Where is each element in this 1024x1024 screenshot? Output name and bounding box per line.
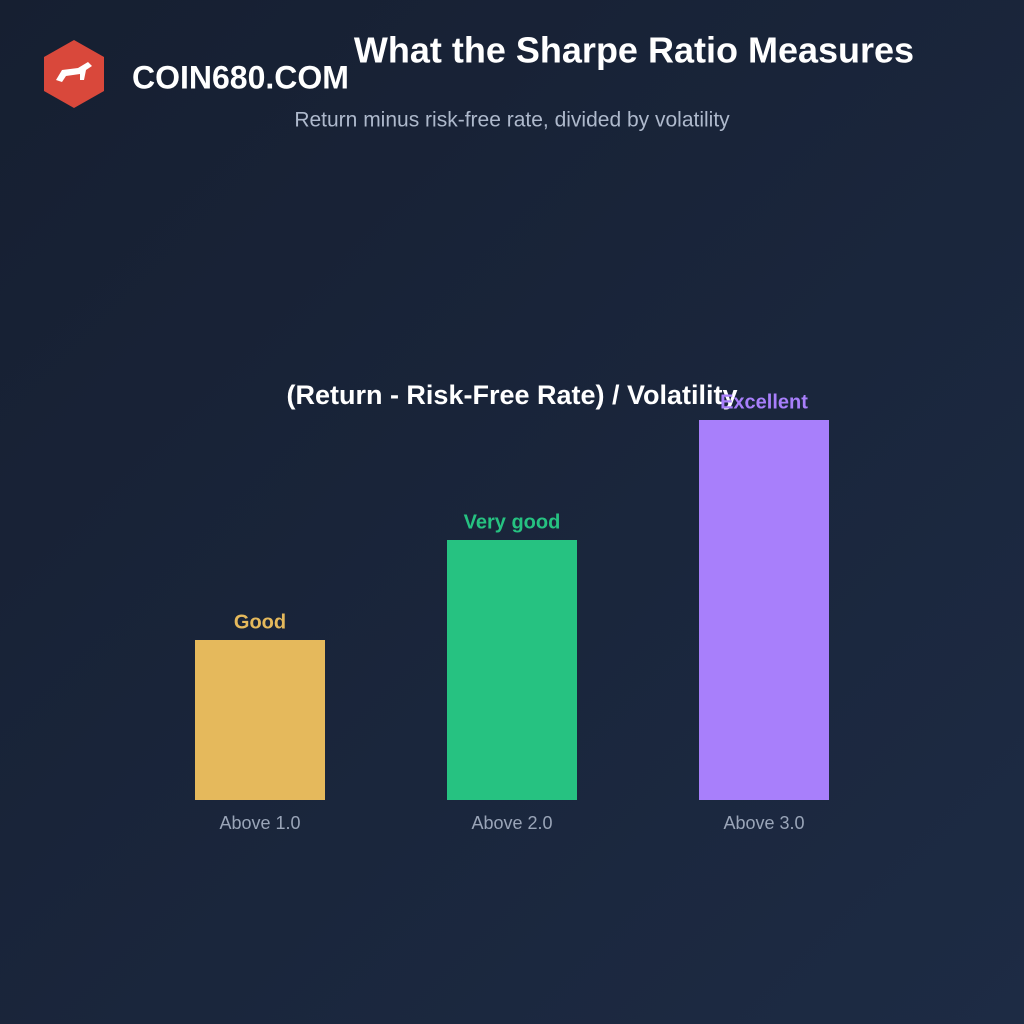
- x-tick-label: Above 2.0: [471, 813, 552, 833]
- logo-bull: [56, 62, 92, 82]
- watermark: COIN680.COM: [132, 59, 349, 95]
- logo: [44, 40, 104, 108]
- bar-label: Very good: [464, 511, 561, 533]
- bar: [699, 420, 829, 800]
- bar-label: Good: [234, 611, 286, 633]
- bar: [195, 640, 325, 800]
- chart-title: What the Sharpe Ratio Measures: [354, 30, 914, 71]
- chart-subtitle: Return minus risk-free rate, divided by …: [294, 109, 730, 132]
- x-tick-label: Above 1.0: [219, 813, 300, 833]
- bar: [447, 540, 577, 800]
- bar-label: Excellent: [720, 391, 808, 413]
- x-tick-label: Above 3.0: [723, 813, 804, 833]
- formula-annotation: (Return - Risk-Free Rate) / Volatility: [286, 380, 737, 410]
